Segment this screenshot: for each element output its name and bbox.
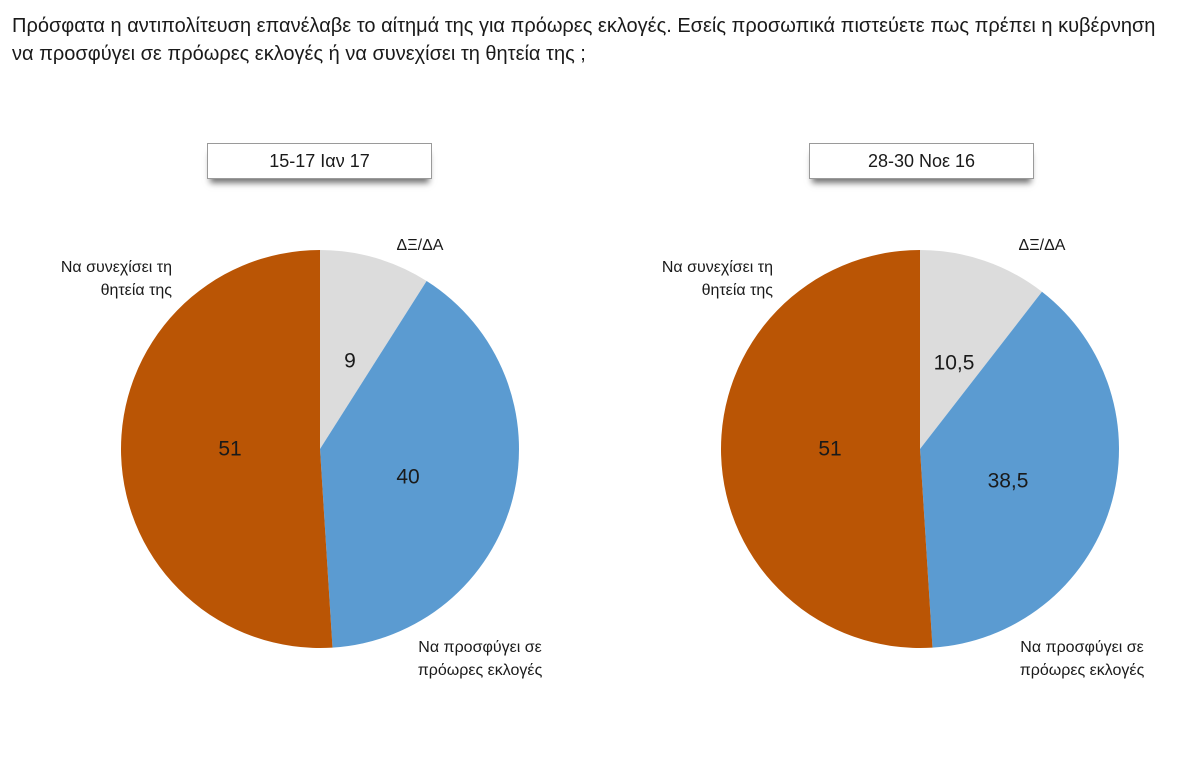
chart-1-category-label-3: Να συνεχίσει τη θητεία της: [61, 259, 172, 299]
chart-2-slice-3: [720, 250, 933, 648]
chart-2-category-label-3: Να συνεχίσει τη θητεία της: [662, 259, 773, 299]
chart-2-value-label-2: 38,5: [988, 470, 1029, 493]
chart-1-category-label-2: Να προσφύγει σε πρόωρες εκλογές: [418, 639, 543, 679]
chart-1-value-label-2: 40: [396, 466, 419, 489]
chart-2-category-label-2: Να προσφύγει σε πρόωρες εκλογές: [1020, 639, 1145, 679]
chart-1-value-label-1: 9: [344, 350, 356, 373]
chart-1-slice-2: [320, 280, 519, 648]
chart-1-category-label-1: ΔΞ/ΔΑ: [397, 237, 444, 254]
chart-2-value-label-1: 10,5: [934, 352, 975, 375]
chart-1-date-title: 15-17 Ιαν 17: [207, 143, 432, 179]
chart-2-value-label-3: 51: [818, 438, 841, 461]
chart-2-date-title: 28-30 Νοε 16: [809, 143, 1034, 179]
chart-2-slice-1: [920, 250, 1042, 449]
chart-2-slice-2: [920, 291, 1119, 648]
chart-1-slice-1: [320, 250, 427, 449]
chart-2-category-label-1: ΔΞ/ΔΑ: [1019, 237, 1066, 254]
chart-1-value-label-3: 51: [218, 438, 241, 461]
chart-1-slice-3: [120, 250, 333, 648]
survey-question: Πρόσφατα η αντιπολίτευση επανέλαβε το αί…: [12, 15, 1156, 65]
